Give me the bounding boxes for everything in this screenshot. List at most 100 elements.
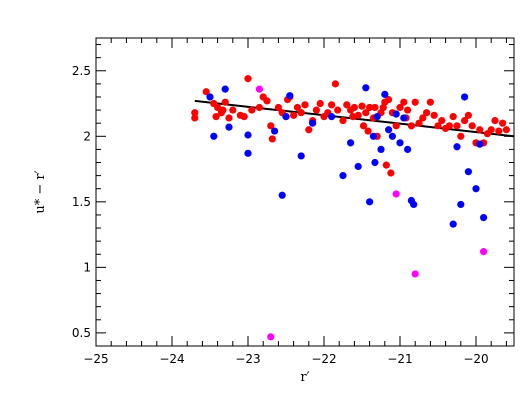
red-point: [364, 127, 372, 135]
red-point: [502, 126, 510, 134]
blue-point: [385, 126, 393, 134]
x-tick-label: −21: [387, 352, 412, 366]
red-point: [267, 122, 275, 130]
red-point: [274, 103, 282, 112]
blue-point: [392, 110, 400, 118]
blue-point: [476, 140, 484, 148]
blue-point: [271, 127, 279, 135]
x-tick-label: −25: [83, 352, 108, 366]
red-point: [476, 126, 484, 134]
red-point: [359, 122, 368, 130]
red-point: [316, 99, 324, 108]
red-point: [404, 106, 412, 114]
red-point: [354, 111, 362, 119]
red-point: [343, 101, 351, 109]
blue-point: [221, 85, 229, 93]
red-point: [212, 113, 220, 121]
red-point: [385, 96, 393, 104]
red-point: [339, 116, 347, 125]
red-point: [290, 111, 298, 119]
blue-point: [388, 132, 396, 140]
red-point: [293, 103, 301, 112]
magenta-point: [255, 85, 263, 93]
red-point: [248, 106, 256, 114]
red-point: [328, 101, 336, 109]
y-tick-label: 1: [83, 260, 91, 274]
x-tick-label: −24: [159, 352, 184, 366]
blue-point: [206, 93, 214, 101]
red-point: [229, 106, 237, 114]
magenta-point: [267, 333, 275, 341]
red-point: [255, 103, 263, 112]
blue-point: [244, 149, 252, 157]
y-axis-label: u* − r′: [33, 170, 48, 213]
red-point: [202, 88, 210, 96]
blue-point: [297, 152, 305, 160]
blue-point: [347, 139, 355, 147]
red-point: [366, 103, 374, 112]
points-layer: [191, 75, 510, 341]
red-point: [449, 113, 457, 121]
red-point: [461, 116, 469, 125]
red-point: [371, 103, 379, 112]
blue-point: [410, 200, 418, 209]
red-point: [430, 111, 438, 119]
blue-point: [404, 145, 412, 154]
red-point: [457, 132, 465, 140]
red-point: [400, 98, 408, 106]
blue-point: [453, 143, 461, 151]
blue-point: [309, 119, 317, 127]
x-tick-label: −23: [235, 352, 260, 366]
red-point: [396, 103, 404, 112]
blue-point: [464, 168, 472, 176]
red-point: [350, 103, 358, 112]
red-point: [191, 114, 199, 122]
blue-point: [449, 220, 457, 228]
red-point: [219, 106, 227, 114]
red-point: [331, 80, 339, 88]
red-point: [379, 103, 387, 112]
magenta-point: [411, 270, 419, 278]
red-point: [225, 114, 233, 122]
red-point: [491, 116, 499, 125]
blue-point: [396, 139, 404, 147]
blue-point: [225, 123, 233, 131]
blue-point: [362, 84, 370, 92]
red-point: [419, 114, 427, 122]
red-point: [495, 127, 503, 135]
blue-point: [328, 113, 336, 121]
red-point: [487, 126, 495, 134]
red-point: [297, 109, 305, 117]
red-point: [191, 109, 199, 117]
blue-point: [480, 213, 488, 222]
red-point: [445, 122, 453, 130]
red-point: [423, 109, 431, 117]
red-point: [438, 116, 446, 125]
red-point: [392, 122, 400, 130]
red-point: [387, 169, 395, 177]
y-tick-label: 2: [83, 129, 91, 143]
red-point: [305, 126, 313, 134]
blue-point: [369, 132, 377, 140]
plot-frame: [95, 37, 515, 347]
x-tick-label: −20: [463, 352, 488, 366]
blue-point: [373, 113, 381, 121]
blue-point: [381, 90, 389, 98]
blue-point: [400, 114, 408, 122]
blue-point: [339, 172, 347, 180]
red-point: [415, 119, 423, 127]
red-point: [268, 135, 276, 143]
blue-point: [282, 113, 290, 121]
tick-labels: −25 −24 −23 −22 −21 −20 0.5 1 1.5 2 2.5: [72, 64, 489, 366]
red-point: [468, 122, 476, 130]
blue-point: [461, 93, 469, 101]
blue-point: [377, 145, 385, 154]
blue-point: [366, 198, 374, 206]
red-point: [411, 98, 419, 106]
red-point: [214, 103, 222, 112]
red-point: [358, 102, 366, 110]
x-tick-label: −22: [311, 352, 336, 366]
y-tick-label: 1.5: [72, 195, 91, 209]
red-point: [382, 161, 390, 169]
magenta-point: [392, 190, 400, 198]
